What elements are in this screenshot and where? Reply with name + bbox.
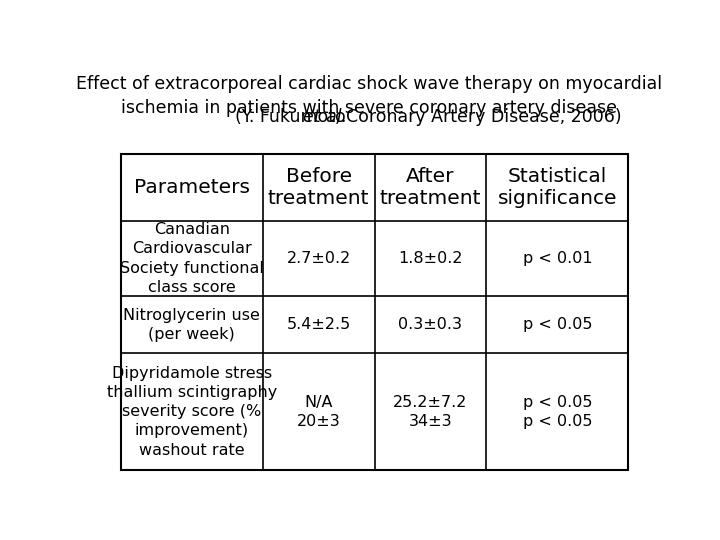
Text: Before
treatment: Before treatment	[268, 167, 369, 208]
Text: 0.3±0.3: 0.3±0.3	[398, 318, 462, 332]
Text: N/A
20±3: N/A 20±3	[297, 395, 341, 429]
Text: p < 0.01: p < 0.01	[523, 251, 592, 266]
Text: , Coronary Artery Disease, 2006): , Coronary Artery Disease, 2006)	[335, 107, 621, 126]
Text: (Y. Fukumoto: (Y. Fukumoto	[235, 107, 351, 126]
Text: After
treatment: After treatment	[379, 167, 481, 208]
Text: 2.7±0.2: 2.7±0.2	[287, 251, 351, 266]
Text: et al.: et al.	[303, 107, 347, 126]
Text: 25.2±7.2
34±3: 25.2±7.2 34±3	[393, 395, 467, 429]
Text: Dipyridamole stress
thallium scintigraphy
severity score (%
improvement)
washout: Dipyridamole stress thallium scintigraph…	[107, 366, 277, 457]
Text: Parameters: Parameters	[134, 178, 250, 197]
Text: Effect of extracorporeal cardiac shock wave therapy on myocardial
ischemia in pa: Effect of extracorporeal cardiac shock w…	[76, 75, 662, 117]
Bar	[121, 154, 629, 470]
Text: Statistical
significance: Statistical significance	[498, 167, 617, 208]
Text: p < 0.05: p < 0.05	[523, 318, 592, 332]
Text: 5.4±2.5: 5.4±2.5	[287, 318, 351, 332]
Text: p < 0.05
p < 0.05: p < 0.05 p < 0.05	[523, 395, 592, 429]
Text: Nitroglycerin use
(per week): Nitroglycerin use (per week)	[123, 308, 260, 342]
Text: Canadian
Cardiovascular
Society functional
class score: Canadian Cardiovascular Society function…	[120, 222, 264, 295]
Text: 1.8±0.2: 1.8±0.2	[398, 251, 463, 266]
